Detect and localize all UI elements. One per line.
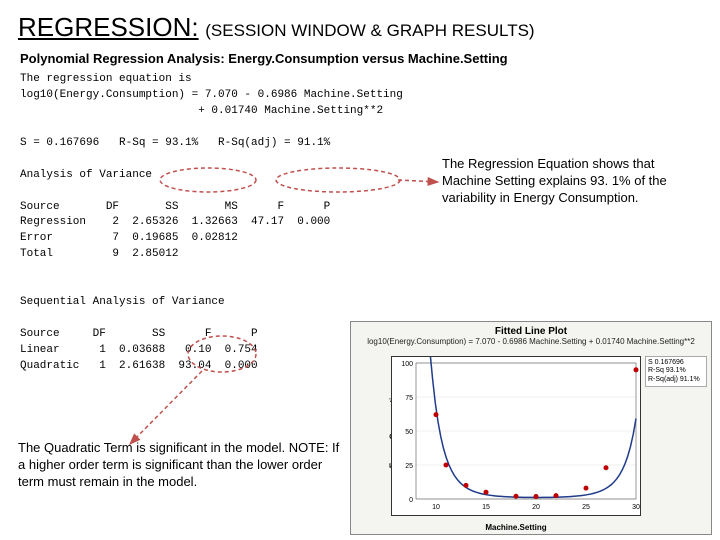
fitted-line-plot: Fitted Line Plot log10(Energy.Consumptio… — [350, 321, 712, 535]
chart-title: Fitted Line Plot — [351, 322, 711, 337]
annotation-rsq: The Regression Equation shows that Machi… — [442, 156, 694, 207]
chart-xlabel: Machine.Setting — [391, 523, 641, 532]
legend-s: S 0.167696 — [648, 359, 704, 367]
chart-plot-area: 0 25 50 75 100 10 15 20 25 30 — [391, 356, 641, 516]
page-title: REGRESSION: (SESSION WINDOW & GRAPH RESU… — [0, 0, 720, 47]
svg-text:30: 30 — [632, 504, 640, 511]
svg-text:0: 0 — [409, 497, 413, 504]
annotation-quadratic: The Quadratic Term is significant in the… — [18, 440, 348, 491]
svg-text:10: 10 — [432, 504, 440, 511]
svg-text:100: 100 — [401, 361, 413, 368]
svg-text:75: 75 — [405, 395, 413, 402]
svg-text:50: 50 — [405, 429, 413, 436]
svg-text:15: 15 — [482, 504, 490, 511]
svg-text:25: 25 — [582, 504, 590, 511]
analysis-title: Polynomial Regression Analysis: Energy.C… — [0, 47, 720, 72]
svg-text:20: 20 — [532, 504, 540, 511]
title-main: REGRESSION: — [18, 12, 199, 42]
title-sub: (SESSION WINDOW & GRAPH RESULTS) — [205, 21, 534, 40]
chart-legend: S 0.167696 R-Sq 93.1% R-Sq(adj) 91.1% — [645, 356, 707, 387]
legend-rsqadj: R-Sq(adj) 91.1% — [648, 376, 704, 384]
svg-text:25: 25 — [405, 463, 413, 470]
legend-rsq: R-Sq 93.1% — [648, 367, 704, 375]
plot-svg: 0 25 50 75 100 10 15 20 25 30 — [392, 357, 642, 517]
chart-subtitle: log10(Energy.Consumption) = 7.070 - 0.69… — [351, 337, 711, 348]
